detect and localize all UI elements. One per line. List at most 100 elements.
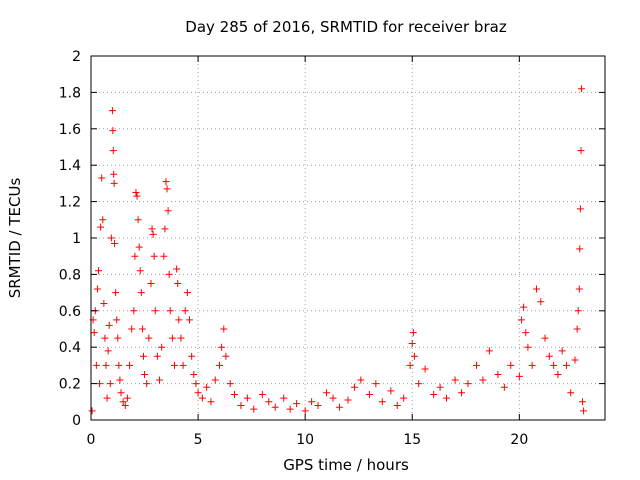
data-point <box>96 380 104 388</box>
data-point <box>109 127 117 135</box>
grid <box>91 56 605 420</box>
data-point <box>114 334 122 342</box>
data-point <box>280 394 288 402</box>
y-tick-label: 1.4 <box>59 158 81 174</box>
data-point <box>88 407 96 415</box>
data-point <box>308 398 316 406</box>
x-tick-label: 5 <box>194 432 203 448</box>
data-point <box>131 252 139 260</box>
data-point <box>473 361 480 369</box>
data-point <box>133 192 141 200</box>
data-point <box>329 394 337 402</box>
data-point <box>216 361 223 369</box>
y-tick-labels: 0 0.2 0.4 0.6 0.8 1 1.2 1.4 1.6 1.8 2 <box>59 49 81 429</box>
data-point <box>166 307 174 315</box>
data-point <box>400 394 408 402</box>
y-tick-label: 0.4 <box>59 340 81 356</box>
y-tick-label: 0.6 <box>59 304 81 320</box>
data-point <box>494 371 502 378</box>
data-point <box>372 380 380 388</box>
data-point <box>258 391 266 399</box>
data-point <box>567 389 575 397</box>
chart-title: Day 285 of 2016, SRMTID for receiver bra… <box>185 18 507 36</box>
data-point <box>408 340 416 348</box>
data-point <box>177 334 185 342</box>
data-point <box>106 380 114 388</box>
data-point <box>94 267 102 275</box>
data-point <box>112 289 120 297</box>
data-point <box>104 347 112 355</box>
data-point <box>168 334 176 342</box>
data-point <box>528 361 536 369</box>
data-point <box>123 394 131 402</box>
data-point <box>226 380 234 388</box>
data-point <box>97 223 105 231</box>
data-point <box>207 398 215 406</box>
data-point <box>103 394 111 402</box>
y-axis-label: SRMTID / TECUs <box>6 178 24 299</box>
data-point <box>524 343 532 351</box>
data-point <box>220 325 228 333</box>
data-point <box>126 361 134 369</box>
data-point <box>163 185 171 193</box>
data-point <box>532 285 540 293</box>
data-point <box>171 361 179 369</box>
x-axis-label: GPS time / hours <box>283 456 409 474</box>
data-point <box>230 391 238 399</box>
data-point <box>130 307 138 315</box>
data-point <box>421 365 429 373</box>
data-point <box>293 400 301 408</box>
x-tick-label: 10 <box>296 432 314 448</box>
data-point <box>137 289 145 297</box>
data-point <box>335 403 343 411</box>
data-point <box>93 285 101 293</box>
data-point <box>161 225 169 233</box>
data-point <box>188 352 196 360</box>
data-point <box>430 391 438 399</box>
data-point <box>357 376 365 384</box>
data-point <box>393 401 401 409</box>
data-point <box>111 239 119 247</box>
y-tick-label: 0.2 <box>59 377 81 393</box>
data-point <box>183 289 191 297</box>
data-point <box>485 347 493 355</box>
data-point <box>323 389 331 397</box>
x-tick-labels: 0 5 10 15 20 <box>87 432 529 448</box>
data-point <box>500 383 508 391</box>
data-point <box>102 361 110 369</box>
x-tick-label: 0 <box>87 432 96 448</box>
data-point <box>458 389 466 397</box>
data-point <box>162 178 170 186</box>
data-point <box>577 147 585 155</box>
data-point <box>173 265 181 273</box>
data-point <box>138 325 146 333</box>
data-point <box>365 391 373 399</box>
data-point <box>545 352 553 360</box>
data-point <box>156 376 164 384</box>
data-point <box>409 329 417 337</box>
y-tick-label: 1.8 <box>59 85 81 101</box>
data-point <box>145 334 153 342</box>
data-point <box>554 371 562 378</box>
data-point <box>121 401 129 409</box>
data-point <box>150 252 158 260</box>
data-point <box>99 216 107 224</box>
data-point <box>250 405 258 413</box>
data-points <box>88 85 588 415</box>
data-point <box>132 189 140 196</box>
data-point <box>522 329 530 337</box>
data-point <box>541 334 549 342</box>
data-point <box>160 252 168 260</box>
data-point <box>410 352 418 360</box>
data-point <box>110 179 118 187</box>
data-point <box>143 380 151 388</box>
data-point <box>211 376 219 384</box>
y-tick-label: 1.6 <box>59 122 81 138</box>
data-point <box>117 389 125 397</box>
data-point <box>107 234 115 242</box>
data-point <box>515 372 523 380</box>
data-point <box>148 225 156 233</box>
data-point <box>507 361 515 369</box>
data-point <box>580 407 588 415</box>
data-point <box>571 356 579 364</box>
